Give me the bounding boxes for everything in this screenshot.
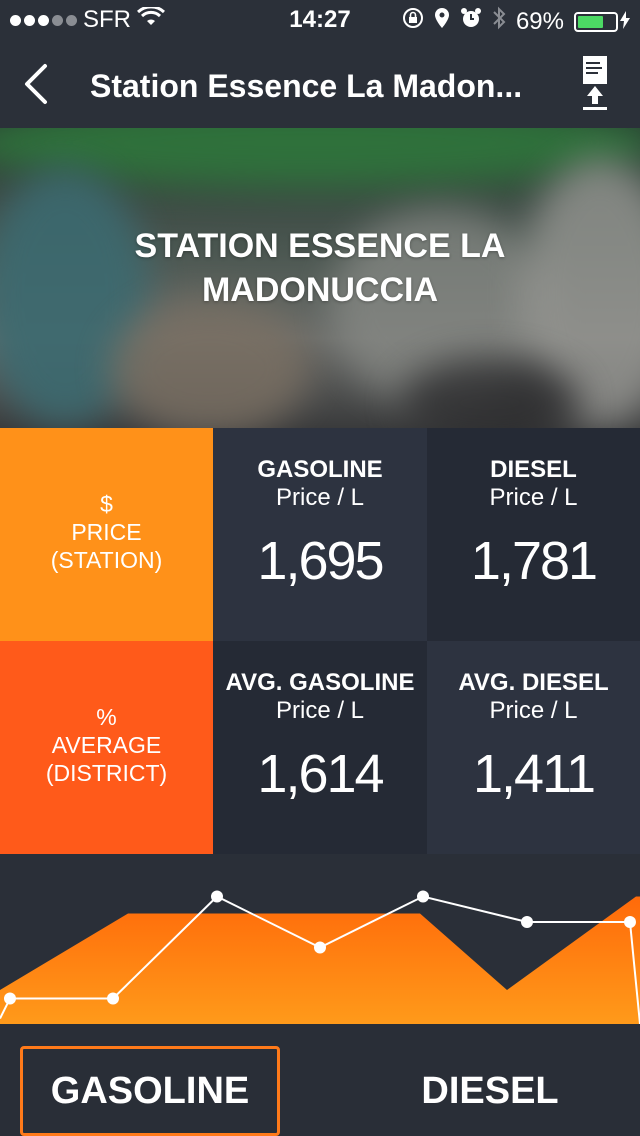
avg-gasoline-price-label: AVG. GASOLINE [225,669,415,696]
price-history-chart [0,854,640,1025]
avg-diesel-price-value: 1,411 [472,744,596,804]
diesel-price-unit: Price / L [489,484,578,511]
alarm-icon [460,7,482,36]
station-price-label: PRICE [71,519,142,545]
avg-gasoline-price-cell: AVG. GASOLINE Price / L 1,614 [213,641,427,854]
diesel-price-cell: DIESEL Price / L 1,781 [427,428,640,641]
chevron-left-icon [25,64,47,104]
gasoline-price-cell: GASOLINE Price / L 1,695 [213,428,427,641]
rotation-lock-icon [402,7,424,36]
chart-point-7 [624,916,636,928]
percent-icon: % [96,704,117,730]
station-name-heading: STATION ESSENCE LA MADONUCCIA [134,227,506,309]
status-right: 69% [402,6,630,37]
avg-diesel-price-cell: AVG. DIESEL Price / L 1,411 [427,641,640,854]
page-title: Station Essence La Madon... [90,68,523,104]
avg-gasoline-price-value: 1,614 [257,744,384,804]
diesel-price-label: DIESEL [490,456,577,483]
chart-point-4 [314,941,326,954]
district-average-sublabel: (DISTRICT) [45,760,168,786]
export-document-button[interactable] [570,52,620,116]
gasoline-price-value: 1,695 [257,531,384,591]
status-left: SFR [10,5,166,34]
bluetooth-icon [492,6,506,37]
district-average-label: AVERAGE [51,732,162,758]
avg-gasoline-price-unit: Price / L [275,697,365,724]
station-photo: STATION ESSENCE LA MADONUCCIA [0,128,640,428]
charging-icon [620,8,630,36]
location-icon [434,7,450,36]
dollar-icon: $ [100,491,113,517]
district-average-label-cell: % AVERAGE (DISTRICT) [0,641,213,854]
wifi-icon [136,5,166,34]
status-bar: SFR 14:27 69% [0,0,640,40]
fuel-type-selector: GASOLINE DIESEL [0,1024,640,1136]
station-price-sublabel: (STATION) [50,547,163,573]
battery-percent: 69% [515,7,564,35]
gasoline-price-unit: Price / L [275,484,365,511]
chart-point-2 [107,992,119,1005]
gasoline-price-label: GASOLINE [257,456,383,483]
diesel-price-value: 1,781 [470,531,598,591]
avg-diesel-price-label: AVG. DIESEL [458,669,609,696]
signal-strength-icon [10,14,77,26]
price-history-chart-svg [0,890,640,1025]
chart-area-series [0,896,640,1024]
chart-point-1 [4,992,16,1005]
diesel-tab-button[interactable]: DIESEL [421,1069,559,1112]
avg-diesel-price-unit: Price / L [489,697,578,724]
back-button[interactable] [10,56,60,112]
navigation-bar: Station Essence La Madon... [0,40,640,128]
battery-icon [574,11,618,32]
export-document-icon [583,56,607,110]
carrier-name: SFR [83,6,131,33]
status-time: 14:27 [289,6,351,33]
gasoline-tab-button[interactable]: GASOLINE [20,1046,280,1136]
chart-point-5 [417,890,429,903]
chart-point-3 [211,890,223,903]
station-price-label-cell: $ PRICE (STATION) [0,428,213,641]
chart-point-6 [521,916,533,928]
